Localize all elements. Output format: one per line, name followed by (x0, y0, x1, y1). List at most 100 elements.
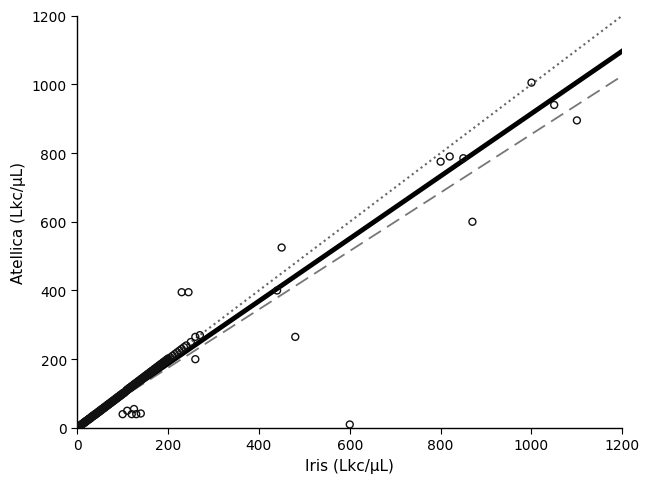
Point (144, 370, 154, 378)
Point (149, 365, 159, 373)
Point (123, 385, 133, 393)
Point (85, 415, 96, 423)
Point (129, 380, 139, 388)
Point (92, 409, 102, 417)
X-axis label: Iris (Lkc/μL): Iris (Lkc/μL) (305, 458, 395, 473)
Point (150, 365, 161, 373)
Point (77, 420, 88, 428)
Point (161, 357, 171, 364)
Point (81, 417, 92, 424)
Point (122, 407, 132, 415)
Point (117, 390, 128, 397)
Point (83, 416, 93, 424)
Point (146, 368, 157, 376)
Point (117, 410, 128, 418)
Point (174, 347, 185, 355)
Point (77, 421, 87, 428)
Point (156, 360, 167, 368)
Point (154, 363, 164, 370)
Point (152, 363, 163, 371)
Point (87, 412, 98, 420)
Point (145, 370, 155, 378)
Point (76, 422, 86, 429)
Point (277, 244, 287, 252)
Point (122, 387, 132, 394)
Point (111, 395, 121, 403)
Point (131, 379, 141, 387)
Point (123, 386, 133, 393)
Point (108, 396, 118, 404)
Point (126, 383, 137, 391)
Point (118, 390, 129, 397)
Point (165, 354, 176, 362)
Point (110, 396, 120, 404)
Point (159, 358, 170, 366)
Point (94, 408, 105, 415)
Point (99, 404, 109, 412)
Point (78, 419, 89, 427)
Point (92, 410, 102, 418)
Point (137, 375, 147, 383)
Point (107, 398, 117, 406)
Point (128, 382, 138, 390)
Point (78, 420, 89, 427)
Point (140, 373, 150, 381)
Point (105, 399, 116, 407)
Point (147, 367, 158, 375)
Point (181, 342, 191, 349)
Point (81, 418, 91, 425)
Point (117, 391, 128, 398)
Point (115, 392, 126, 400)
Point (122, 386, 132, 393)
Point (80, 418, 90, 426)
Point (74, 423, 84, 431)
Point (158, 359, 168, 367)
Point (100, 403, 111, 411)
Point (106, 398, 117, 406)
Point (156, 361, 167, 368)
Point (139, 374, 150, 381)
Point (94, 408, 104, 416)
Point (124, 384, 135, 392)
Point (143, 370, 153, 378)
Point (145, 369, 155, 377)
Point (103, 401, 113, 409)
Point (89, 411, 99, 419)
Point (132, 379, 143, 387)
Point (89, 412, 99, 420)
Point (125, 384, 135, 392)
Point (146, 369, 156, 377)
Point (290, 333, 301, 341)
Point (79, 419, 89, 426)
Point (128, 382, 139, 390)
Point (154, 363, 164, 371)
Point (344, 421, 355, 428)
Point (79, 419, 89, 427)
Point (149, 366, 159, 374)
Point (147, 367, 158, 375)
Point (104, 400, 114, 408)
Point (436, 158, 446, 166)
Point (112, 394, 122, 402)
Point (139, 374, 149, 381)
Point (129, 381, 139, 389)
Point (93, 408, 104, 416)
Point (445, 153, 455, 161)
Point (130, 380, 140, 388)
Point (82, 417, 92, 424)
Point (137, 376, 147, 383)
Point (155, 362, 165, 369)
Point (83, 416, 94, 424)
Point (97, 406, 107, 413)
Point (102, 402, 112, 409)
Point (152, 364, 162, 372)
Point (98, 405, 108, 413)
Point (72, 424, 83, 432)
Point (120, 388, 131, 395)
Point (184, 289, 194, 297)
Point (134, 377, 145, 385)
Point (92, 408, 103, 416)
Point (121, 387, 132, 395)
Point (135, 377, 146, 384)
Point (91, 410, 102, 418)
